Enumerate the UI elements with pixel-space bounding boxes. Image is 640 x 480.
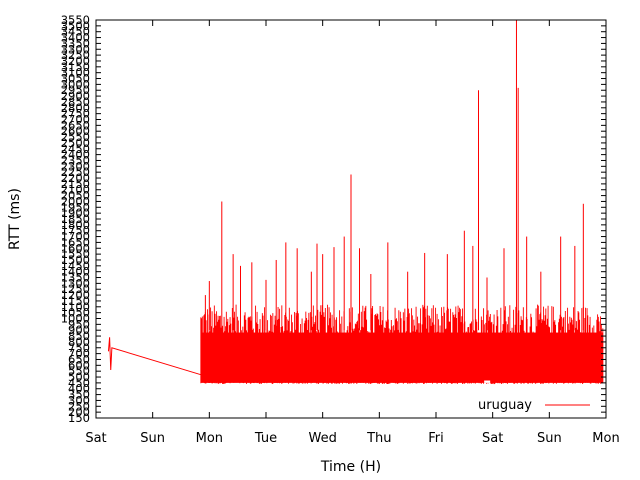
x-tick-label: Tue xyxy=(254,431,277,446)
y-tick-label: 1350 xyxy=(61,271,90,285)
x-tick-label: Sat xyxy=(482,431,503,446)
y-tick-label: 2250 xyxy=(61,165,90,179)
y-tick-label: 2500 xyxy=(61,136,90,150)
y-tick-label: 1450 xyxy=(61,259,90,273)
y-tick-label: 2650 xyxy=(61,118,90,132)
series-uruguay-gap xyxy=(484,380,491,383)
y-tick-label: 3250 xyxy=(61,48,90,62)
y-tick-label: 1400 xyxy=(61,265,90,279)
y-tick-label: 3400 xyxy=(61,31,90,45)
y-tick-label: 3350 xyxy=(61,36,90,50)
y-tick-label: 300 xyxy=(68,393,90,407)
y-tick-label: 1250 xyxy=(61,282,90,296)
y-tick-label: 3500 xyxy=(61,19,90,33)
y-tick-label: 1900 xyxy=(61,206,90,220)
x-axis-title: Time (H) xyxy=(320,459,381,475)
y-tick-label: 2600 xyxy=(61,124,90,138)
y-tick-label: 850 xyxy=(68,329,90,343)
y-tick-label: 250 xyxy=(68,399,90,413)
y-tick-label: 2200 xyxy=(61,171,90,185)
y-tick-label: 1200 xyxy=(61,288,90,302)
y-tick-label: 1500 xyxy=(61,253,90,267)
x-tick-label: Sun xyxy=(537,431,562,446)
y-tick-label: 2700 xyxy=(61,113,90,127)
y-tick-label: 2300 xyxy=(61,159,90,173)
y-tick-label: 2850 xyxy=(61,95,90,109)
y-tick-label: 2450 xyxy=(61,142,90,156)
y-tick-label: 3150 xyxy=(61,60,90,74)
y-tick-label: 400 xyxy=(68,382,90,396)
y-tick-label: 800 xyxy=(68,335,90,349)
y-tick-label: 1050 xyxy=(61,306,90,320)
y-tick-label: 3100 xyxy=(61,66,90,80)
x-tick-label: Thu xyxy=(366,431,391,446)
y-tick-label: 1950 xyxy=(61,200,90,214)
y-tick-label: 550 xyxy=(68,364,90,378)
legend: uruguay xyxy=(478,398,590,413)
y-tick-label: 1650 xyxy=(61,235,90,249)
y-tick-label: 1550 xyxy=(61,247,90,261)
y-tick-label: 650 xyxy=(68,352,90,366)
x-tick-label: Sat xyxy=(85,431,106,446)
y-tick-label: 450 xyxy=(68,376,90,390)
series-uruguay xyxy=(107,20,604,385)
y-tick-label: 1300 xyxy=(61,276,90,290)
y-tick-label: 1100 xyxy=(61,300,90,314)
y-tick-label: 350 xyxy=(68,388,90,402)
y-tick-label: 2900 xyxy=(61,89,90,103)
x-axis: Sat Sun Mon Tue Wed Thu Fri Sat Sun Mon xyxy=(85,20,620,446)
y-tick-label: 2050 xyxy=(61,189,90,203)
y-tick-label: 3050 xyxy=(61,72,90,86)
y-tick-label: 3450 xyxy=(61,25,90,39)
y-tick-label: 900 xyxy=(68,323,90,337)
y-tick-label: 1150 xyxy=(61,294,90,308)
y-tick-label: 2950 xyxy=(61,83,90,97)
series-uruguay-dense-trace xyxy=(200,304,604,385)
x-tick-label: Mon xyxy=(592,431,619,446)
y-tick-label: 1750 xyxy=(61,224,90,238)
x-tick-label: Sun xyxy=(140,431,165,446)
y-tick-label: 1800 xyxy=(61,218,90,232)
y-tick-label: 150 xyxy=(68,411,90,425)
y-tick-label: 3000 xyxy=(61,77,90,91)
y-axis-title: RTT (ms) xyxy=(7,188,23,250)
y-tick-label: 950 xyxy=(68,317,90,331)
y-tick-label: 1850 xyxy=(61,212,90,226)
y-tick-label: 2400 xyxy=(61,148,90,162)
y-tick-label: 500 xyxy=(68,370,90,384)
series-uruguay-early-segment xyxy=(107,337,201,376)
x-tick-label: Mon xyxy=(196,431,223,446)
y-tick-label: 3300 xyxy=(61,42,90,56)
y-tick-label: 2750 xyxy=(61,107,90,121)
y-tick-label: 2350 xyxy=(61,153,90,167)
y-tick-label: 1700 xyxy=(61,230,90,244)
y-tick-label: 200 xyxy=(68,405,90,419)
y-tick-label: 3200 xyxy=(61,54,90,68)
x-tick-label: Wed xyxy=(308,431,336,446)
y-tick-label: 600 xyxy=(68,358,90,372)
y-tick-label: 1000 xyxy=(61,312,90,326)
y-tick-label: 2100 xyxy=(61,183,90,197)
y-tick-label: 1600 xyxy=(61,241,90,255)
legend-label-uruguay: uruguay xyxy=(478,398,532,413)
y-tick-label: 2800 xyxy=(61,101,90,115)
y-tick-label: 700 xyxy=(68,347,90,361)
y-tick-label: 2550 xyxy=(61,130,90,144)
y-axis: 1502002503003504004505005506006507007508… xyxy=(61,13,606,425)
x-tick-label: Fri xyxy=(428,431,444,446)
y-tick-label: 2150 xyxy=(61,177,90,191)
y-tick-label: 750 xyxy=(68,341,90,355)
y-tick-label: 3550 xyxy=(61,13,90,27)
y-tick-label: 2000 xyxy=(61,194,90,208)
